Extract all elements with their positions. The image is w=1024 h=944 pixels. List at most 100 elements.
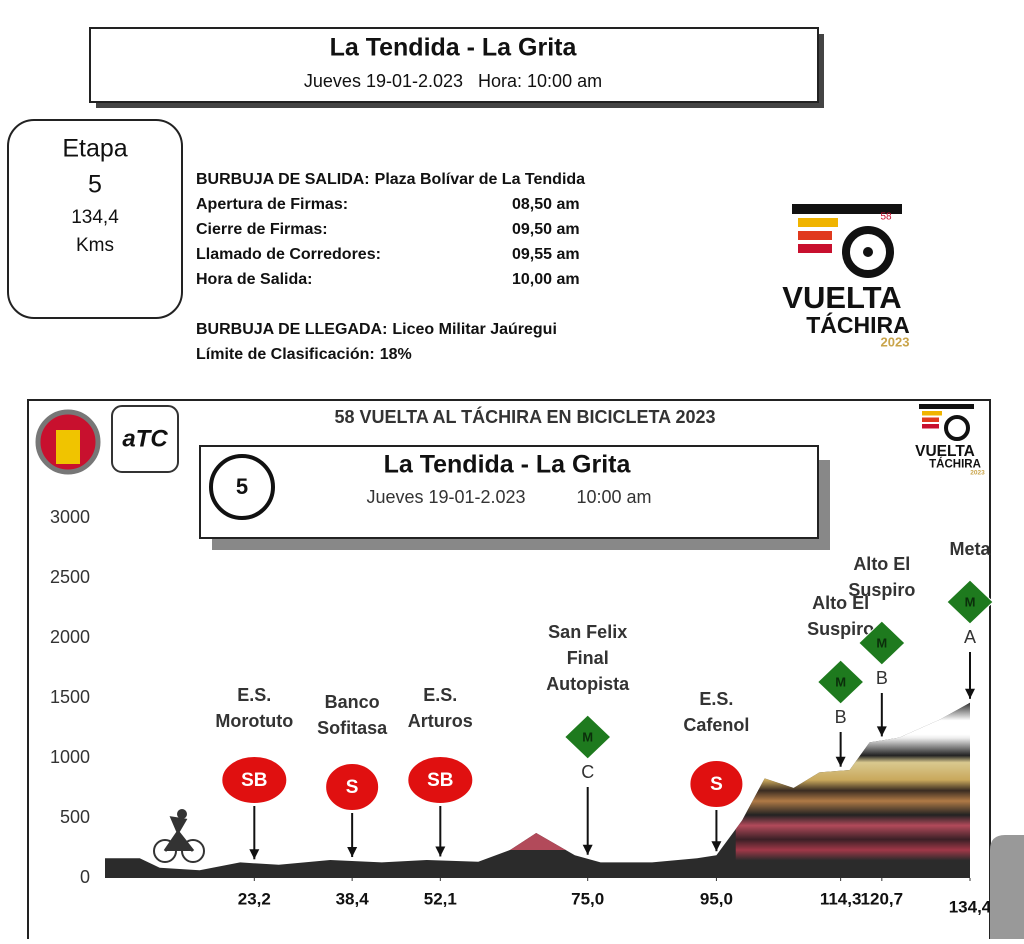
annotation-text: San Felix [548, 622, 627, 642]
badge-text: S [346, 777, 359, 798]
info-label: Límite de Clasificación: [196, 346, 375, 363]
info-label: Cierre de Firmas: [196, 221, 328, 238]
arrow-head [249, 849, 260, 860]
y-tick-label: 1000 [50, 747, 90, 767]
route-time: 10:00 am [576, 487, 651, 507]
annotation: Alto El Suspiro M B [848, 554, 915, 737]
sprint-badge [324, 762, 381, 812]
x-tick-label: 95,0 [700, 889, 733, 908]
mountain-badge [816, 659, 865, 705]
sprint-badge [406, 755, 475, 805]
small-logo: VUELTA TÁCHIRA 2023 [915, 404, 985, 477]
info-value: 08,50 am [512, 196, 580, 213]
annotation: E.S. Arturos SB [406, 685, 475, 857]
info-value: Liceo Militar Jaúregui [392, 321, 556, 338]
annotation-text: Banco [325, 692, 380, 712]
arrow-head [435, 846, 446, 857]
x-tick-label: 23,2 [238, 889, 271, 908]
annotation-text: Arturos [408, 711, 473, 731]
y-tick-label: 2500 [50, 567, 90, 587]
info: BURBUJA DE SALIDA: Plaza Bolívar de La Te… [196, 171, 585, 363]
arrow-head [582, 844, 593, 855]
annotation-text: Cafenol [683, 715, 749, 735]
info-label: BURBUJA DE LLEGADA: [196, 321, 387, 338]
logo-line2: TÁCHIRA [806, 311, 910, 338]
badge-text: SB [241, 770, 267, 791]
badge-text: S [710, 774, 723, 795]
info-row: BURBUJA DE LLEGADA: Liceo Militar Jaúregu… [196, 321, 557, 338]
x-tick-label: 75,0 [571, 889, 604, 908]
arrow-head [965, 688, 975, 699]
annotation: E.S. Cafenol S [683, 689, 749, 852]
small-logo-year: 2023 [970, 470, 985, 477]
stage-unit: Kms [76, 235, 114, 256]
annotation-text: Final [567, 648, 609, 668]
stage-number: 5 [88, 171, 102, 199]
annotation-text: Morotuto [215, 711, 293, 731]
annotation-text: Autopista [546, 674, 630, 694]
arrow-head [347, 847, 358, 858]
info-row: Apertura de Firmas: 08,50 am [196, 196, 580, 213]
x-tick-label: 134,4 [949, 897, 992, 916]
stage-distance: 134,4 [71, 207, 119, 228]
annotation-text: Suspiro [848, 580, 915, 600]
header-box [89, 27, 819, 103]
annotation: San Felix Final Autopista M C [546, 622, 630, 855]
y-tick-label: 3000 [50, 507, 90, 527]
chart-title: 58 VUELTA AL TÁCHIRA EN BICICLETA 2023 [334, 406, 715, 427]
mountain-badge [858, 620, 906, 666]
logo-badge: 58 [880, 212, 892, 223]
rider-head [177, 809, 187, 819]
x-tick-label: 114,3 [820, 889, 862, 908]
category: B [876, 668, 888, 688]
badge-text: M [876, 635, 887, 650]
annotation-text: Suspiro [807, 619, 874, 639]
route-box [199, 445, 819, 539]
info-row: Cierre de Firmas: 09,50 am [196, 221, 580, 238]
header-subtitle: Jueves 19-01-2.023 Hora: 10:00 am [304, 71, 602, 91]
mountain-badge [946, 579, 994, 625]
small-logo-line1: VUELTA [915, 443, 975, 460]
y-tick-label: 500 [60, 807, 90, 827]
info-label: Apertura de Firmas: [196, 196, 348, 213]
annotation-text: Alto El [812, 593, 869, 613]
info-value: 18% [380, 346, 412, 363]
info-value: Plaza Bolívar de La Tendida [375, 171, 586, 188]
info-row: Hora de Salida: 10,00 am [196, 271, 580, 288]
info-value: 09,55 am [512, 246, 580, 263]
category: A [964, 627, 976, 647]
category: C [581, 762, 594, 782]
info-row: BURBUJA DE SALIDA: Plaza Bolívar de La Te… [196, 171, 585, 188]
x-tick-label: 120,7 [861, 889, 904, 908]
stage-label: Etapa [62, 135, 127, 163]
annotation-text: Alto El [853, 554, 910, 574]
y-tick-label: 1500 [50, 687, 90, 707]
annotation: Alto El Suspiro M B [807, 593, 874, 767]
arrow-head [876, 726, 887, 737]
logo: VUELTA TÁCHIRA 2023 58 [782, 204, 910, 349]
info-row: Límite de Clasificación: 18% [196, 346, 412, 363]
sprint-badge [688, 759, 745, 809]
sprint-badge [220, 755, 289, 805]
logo-year: 2023 [881, 334, 910, 349]
badge-text: SB [427, 770, 453, 791]
route-date: Jueves 19-01-2.023 [366, 487, 525, 507]
y-tick-label: 0 [80, 867, 90, 887]
badge-text: M [835, 674, 846, 689]
small-logo-line2: TÁCHIRA [929, 458, 981, 471]
info-label: Hora de Salida: [196, 271, 312, 288]
badge-text: M [582, 729, 593, 744]
corner-decoration [990, 835, 1024, 939]
info-label: Llamado de Corredores: [196, 246, 381, 263]
sponsor: aTC [122, 425, 168, 452]
y-tick-label: 2000 [50, 627, 90, 647]
annotation-text: Meta [949, 539, 991, 559]
annotation: E.S. Morotuto SB [215, 685, 293, 860]
stage-box [7, 119, 183, 319]
annotation: Meta M A [946, 539, 994, 699]
rider [163, 816, 195, 852]
annotation-text: E.S. [699, 689, 733, 709]
header-title: La Tendida - La Grita [330, 34, 578, 62]
chart-stage: 5 [236, 474, 248, 499]
